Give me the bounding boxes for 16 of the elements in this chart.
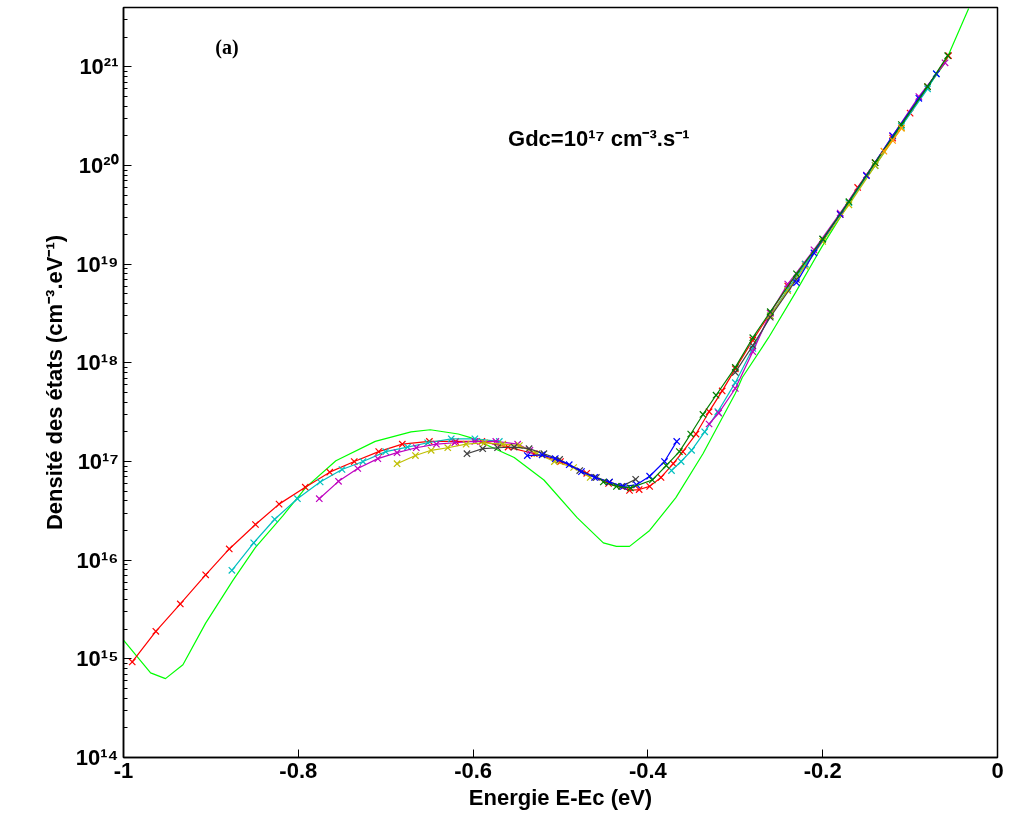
x-axis-title: Energie E-Ec (eV) [468, 784, 653, 810]
y-tick-label: 10²⁰ [78, 153, 119, 179]
y-tick-label: 10¹⁵ [76, 646, 119, 672]
annotation: (a) [215, 35, 239, 59]
y-axis-title: Densité des états (cm⁻³.eV⁻¹) [41, 234, 67, 531]
x-tick-label: -0.4 [628, 757, 668, 783]
x-tick-label: 0 [991, 757, 1004, 783]
annotation: Gdc=10¹⁷ cm⁻³.s⁻¹ [508, 125, 690, 151]
x-tick-label: -0.6 [454, 757, 493, 783]
y-tick-label: 10¹⁸ [76, 350, 119, 376]
y-tick-label: 10¹⁶ [76, 547, 119, 573]
y-tick-label: 10²¹ [79, 54, 119, 80]
x-tick-label: -0.2 [803, 757, 842, 783]
y-tick-label: 10¹⁹ [76, 251, 119, 277]
y-tick-label: 10¹⁷ [77, 449, 119, 475]
x-tick-label: -0.8 [279, 757, 318, 783]
